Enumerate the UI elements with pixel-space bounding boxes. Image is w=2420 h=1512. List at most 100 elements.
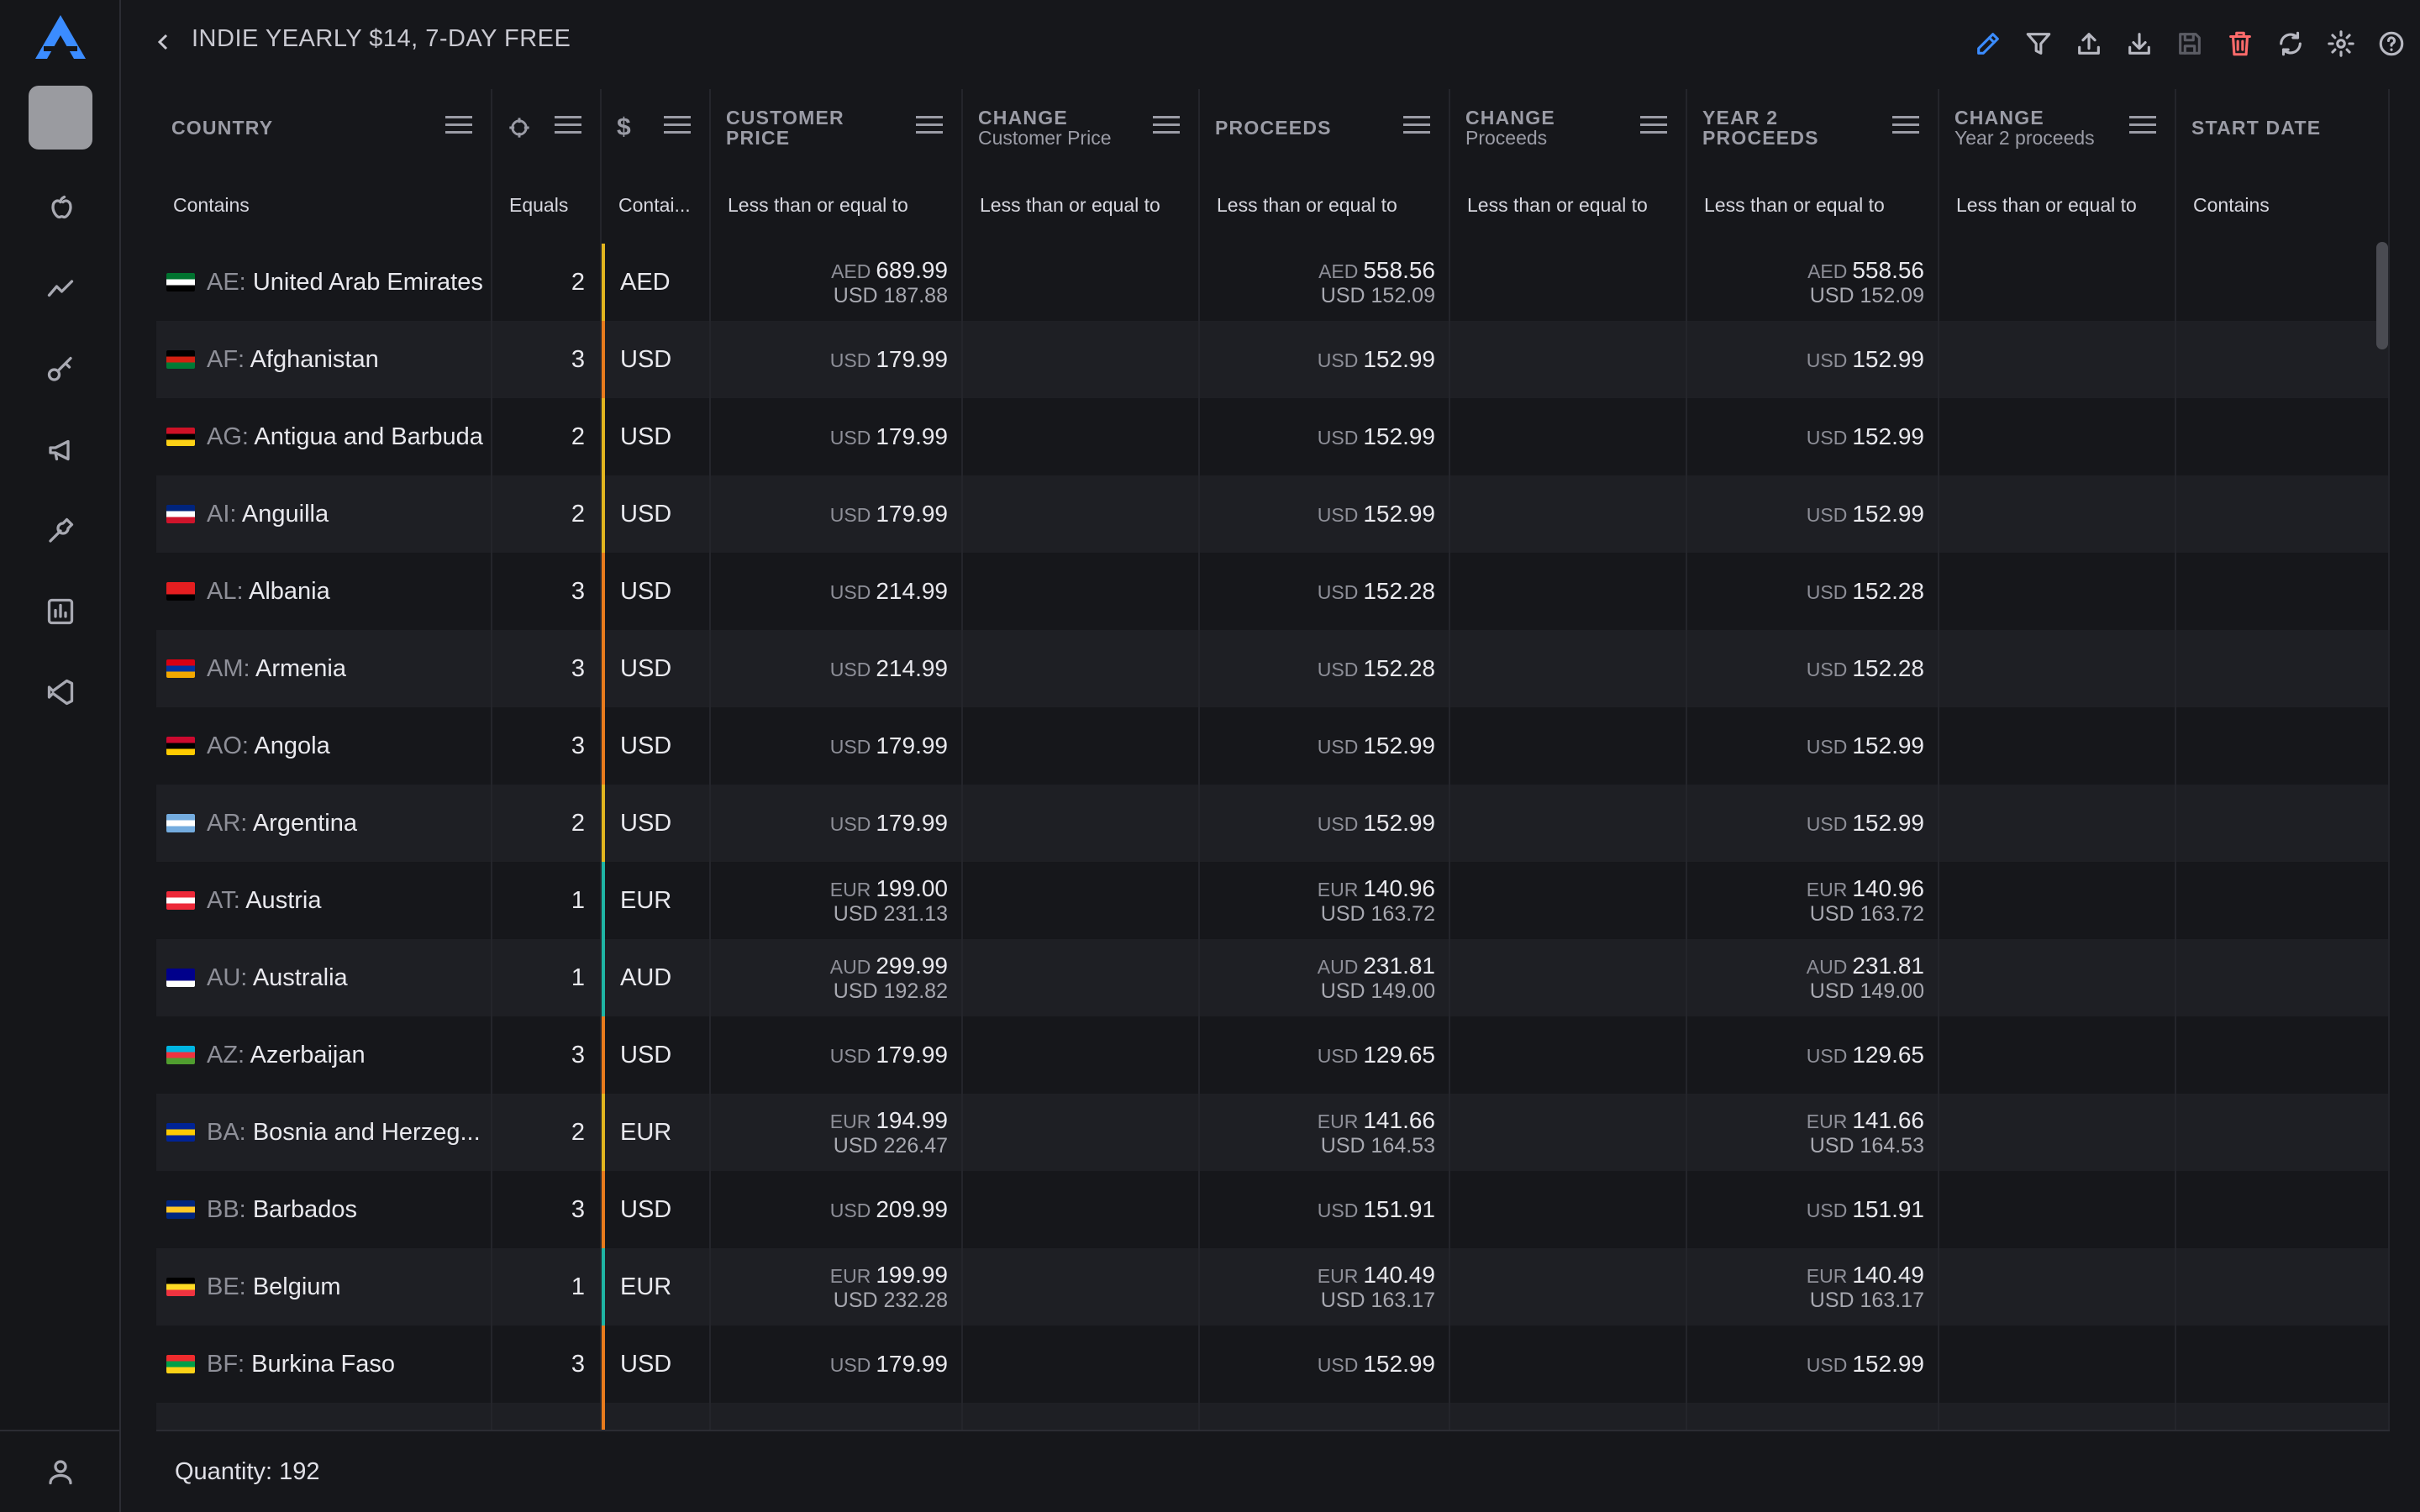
- price-primary: EUR 140.49: [1807, 1262, 1924, 1289]
- country-label: Anguilla: [241, 500, 329, 528]
- column-menu-icon[interactable]: [916, 116, 943, 136]
- column-title-2: PRICE: [726, 127, 791, 149]
- table-row[interactable]: AR: Argentina 2 USD USD 179.99 USD 152.99 USD 15…: [156, 785, 2390, 862]
- column-filter-start_date[interactable]: Contains: [2176, 166, 2390, 244]
- column-menu-icon[interactable]: [2129, 116, 2156, 136]
- price-value: 152.28: [1363, 578, 1435, 604]
- chart-icon[interactable]: [40, 591, 81, 632]
- column-filter-currency[interactable]: Contai...: [602, 166, 711, 244]
- column-header-label: CHANGE Customer Price: [978, 108, 1111, 148]
- column-filter-year2[interactable]: Less than or equal to: [1687, 166, 1939, 244]
- country-label: Argentina: [252, 809, 357, 837]
- settings-button[interactable]: [2324, 27, 2358, 60]
- cell-country: AT: Austria: [156, 862, 492, 939]
- tools-icon[interactable]: [40, 511, 81, 551]
- vertical-scrollbar[interactable]: [2376, 242, 2388, 349]
- column-menu-icon[interactable]: [1403, 116, 1430, 136]
- column-menu-icon[interactable]: [555, 116, 581, 136]
- table-row[interactable]: AE: United Arab Emirates 2 AED AED 689.99 USD…: [156, 244, 2390, 321]
- price-value: 194.99: [876, 1106, 948, 1133]
- table-row[interactable]: BGN390.00 BGN276.25 BGN276.25: [156, 1403, 2390, 1430]
- column-menu-icon[interactable]: [1153, 116, 1180, 136]
- back-button[interactable]: [153, 24, 180, 60]
- table-row[interactable]: BB: Barbados 3 USD USD 209.99 USD 151.91 USD 151…: [156, 1171, 2390, 1248]
- settings-icon: [2328, 30, 2354, 57]
- column-filter-proceeds[interactable]: Less than or equal to: [1200, 166, 1450, 244]
- help-button[interactable]: [2375, 27, 2408, 60]
- sidebar-divider: [0, 1430, 121, 1431]
- edit-button[interactable]: [1971, 27, 2005, 60]
- table-row[interactable]: AG: Antigua and Barbuda 2 USD USD 179.99 USD 1…: [156, 398, 2390, 475]
- key-icon[interactable]: [40, 349, 81, 390]
- cell-change-year2: [1939, 1248, 2176, 1326]
- cell-change-customer: [963, 707, 1200, 785]
- table-row[interactable]: AI: Anguilla 2 USD USD 179.99 USD 152.99 USD 152…: [156, 475, 2390, 553]
- cell-change-proceeds: [1450, 939, 1687, 1016]
- column-menu-icon[interactable]: [445, 116, 472, 136]
- column-header-start_date[interactable]: START DATE: [2176, 89, 2390, 166]
- table-row[interactable]: AO: Angola 3 USD USD 179.99 USD 152.99 USD 152.9…: [156, 707, 2390, 785]
- column-filter-tier[interactable]: Equals: [492, 166, 602, 244]
- column-header-change_year2[interactable]: CHANGE Year 2 proceeds: [1939, 89, 2176, 166]
- cell-cp: EUR 199.00 USD 231.13: [711, 862, 963, 939]
- country-code: AU:: [207, 963, 253, 991]
- column-filter-customer_price[interactable]: Less than or equal to: [711, 166, 963, 244]
- table-row[interactable]: AZ: Azerbaijan 3 USD USD 179.99 USD 129.65 USD 1…: [156, 1016, 2390, 1094]
- table-row[interactable]: AU: Australia 1 AUD AUD 299.99 USD 192.82 AUD 2…: [156, 939, 2390, 1016]
- cell-change-proceeds: [1450, 862, 1687, 939]
- cell-change-customer: [963, 475, 1200, 553]
- delete-button[interactable]: [2223, 27, 2257, 60]
- column-filter-change_year2[interactable]: Less than or equal to: [1939, 166, 2176, 244]
- refresh-button[interactable]: [2274, 27, 2307, 60]
- column-header-proceeds[interactable]: PROCEEDS: [1200, 89, 1450, 166]
- column-filter-change_proceeds[interactable]: Less than or equal to: [1450, 166, 1687, 244]
- vscode-icon[interactable]: [40, 672, 81, 712]
- column-header-change_proceeds[interactable]: CHANGE Proceeds: [1450, 89, 1687, 166]
- table-row[interactable]: BE: Belgium 1 EUR EUR 199.99 USD 232.28 EUR 140…: [156, 1248, 2390, 1326]
- price-stack: USD 152.99: [1200, 423, 1449, 450]
- apple-icon[interactable]: [40, 188, 81, 228]
- user-icon[interactable]: [40, 1452, 81, 1492]
- price-primary: USD 152.28: [1318, 578, 1435, 605]
- megaphone-icon[interactable]: [40, 430, 81, 470]
- cell-change-proceeds: [1450, 1016, 1687, 1094]
- table-row[interactable]: BF: Burkina Faso 3 USD USD 179.99 USD 152.99 US…: [156, 1326, 2390, 1403]
- price-value: 179.99: [876, 423, 948, 449]
- trend-icon[interactable]: [40, 269, 81, 309]
- app-logo-icon[interactable]: [34, 13, 87, 60]
- currency-code: EUR: [1317, 878, 1359, 900]
- cell-start-date: [2176, 862, 2390, 939]
- price-stack: USD 129.65: [1687, 1042, 1938, 1068]
- upload-button[interactable]: [2072, 27, 2106, 60]
- filter-button[interactable]: [2022, 27, 2055, 60]
- save-button[interactable]: [2173, 27, 2207, 60]
- column-menu-icon[interactable]: [1640, 116, 1667, 136]
- column-header-currency[interactable]: $: [602, 89, 711, 166]
- currency-code: USD: [829, 813, 871, 835]
- price-value: 199.99: [876, 1261, 948, 1288]
- app-avatar[interactable]: [29, 86, 92, 150]
- price-value: 140.96: [1363, 874, 1435, 901]
- cell-y2: USD 152.99: [1687, 321, 1939, 398]
- refresh-icon: [2280, 31, 2302, 56]
- cell-start-date: [2176, 475, 2390, 553]
- currency-code: USD: [829, 659, 871, 680]
- column-header-tier[interactable]: [492, 89, 602, 166]
- table-row[interactable]: AL: Albania 3 USD USD 214.99 USD 152.28 USD 152.…: [156, 553, 2390, 630]
- cell-y2: USD 152.99: [1687, 398, 1939, 475]
- column-filter-country[interactable]: Contains: [156, 166, 492, 244]
- table-row[interactable]: BA: Bosnia and Herzeg... 2 EUR EUR 194.99 USD…: [156, 1094, 2390, 1171]
- column-header-change_customer[interactable]: CHANGE Customer Price: [963, 89, 1200, 166]
- column-menu-icon[interactable]: [1892, 116, 1919, 136]
- price-value: 152.99: [1852, 810, 1924, 836]
- download-button[interactable]: [2123, 27, 2156, 60]
- table-row[interactable]: AT: Austria 1 EUR EUR 199.00 USD 231.13 EUR 140…: [156, 862, 2390, 939]
- column-header-customer_price[interactable]: CUSTOMER PRICE: [711, 89, 963, 166]
- table-row[interactable]: AF: Afghanistan 3 USD USD 179.99 USD 152.99 USD…: [156, 321, 2390, 398]
- column-menu-icon[interactable]: [664, 116, 691, 136]
- table-row[interactable]: AM: Armenia 3 USD USD 214.99 USD 152.28 USD 152.…: [156, 630, 2390, 707]
- column-header-year2[interactable]: YEAR 2 PROCEEDS: [1687, 89, 1939, 166]
- column-header-country[interactable]: COUNTRY: [156, 89, 492, 166]
- cell-change-year2: [1939, 1016, 2176, 1094]
- column-filter-change_customer[interactable]: Less than or equal to: [963, 166, 1200, 244]
